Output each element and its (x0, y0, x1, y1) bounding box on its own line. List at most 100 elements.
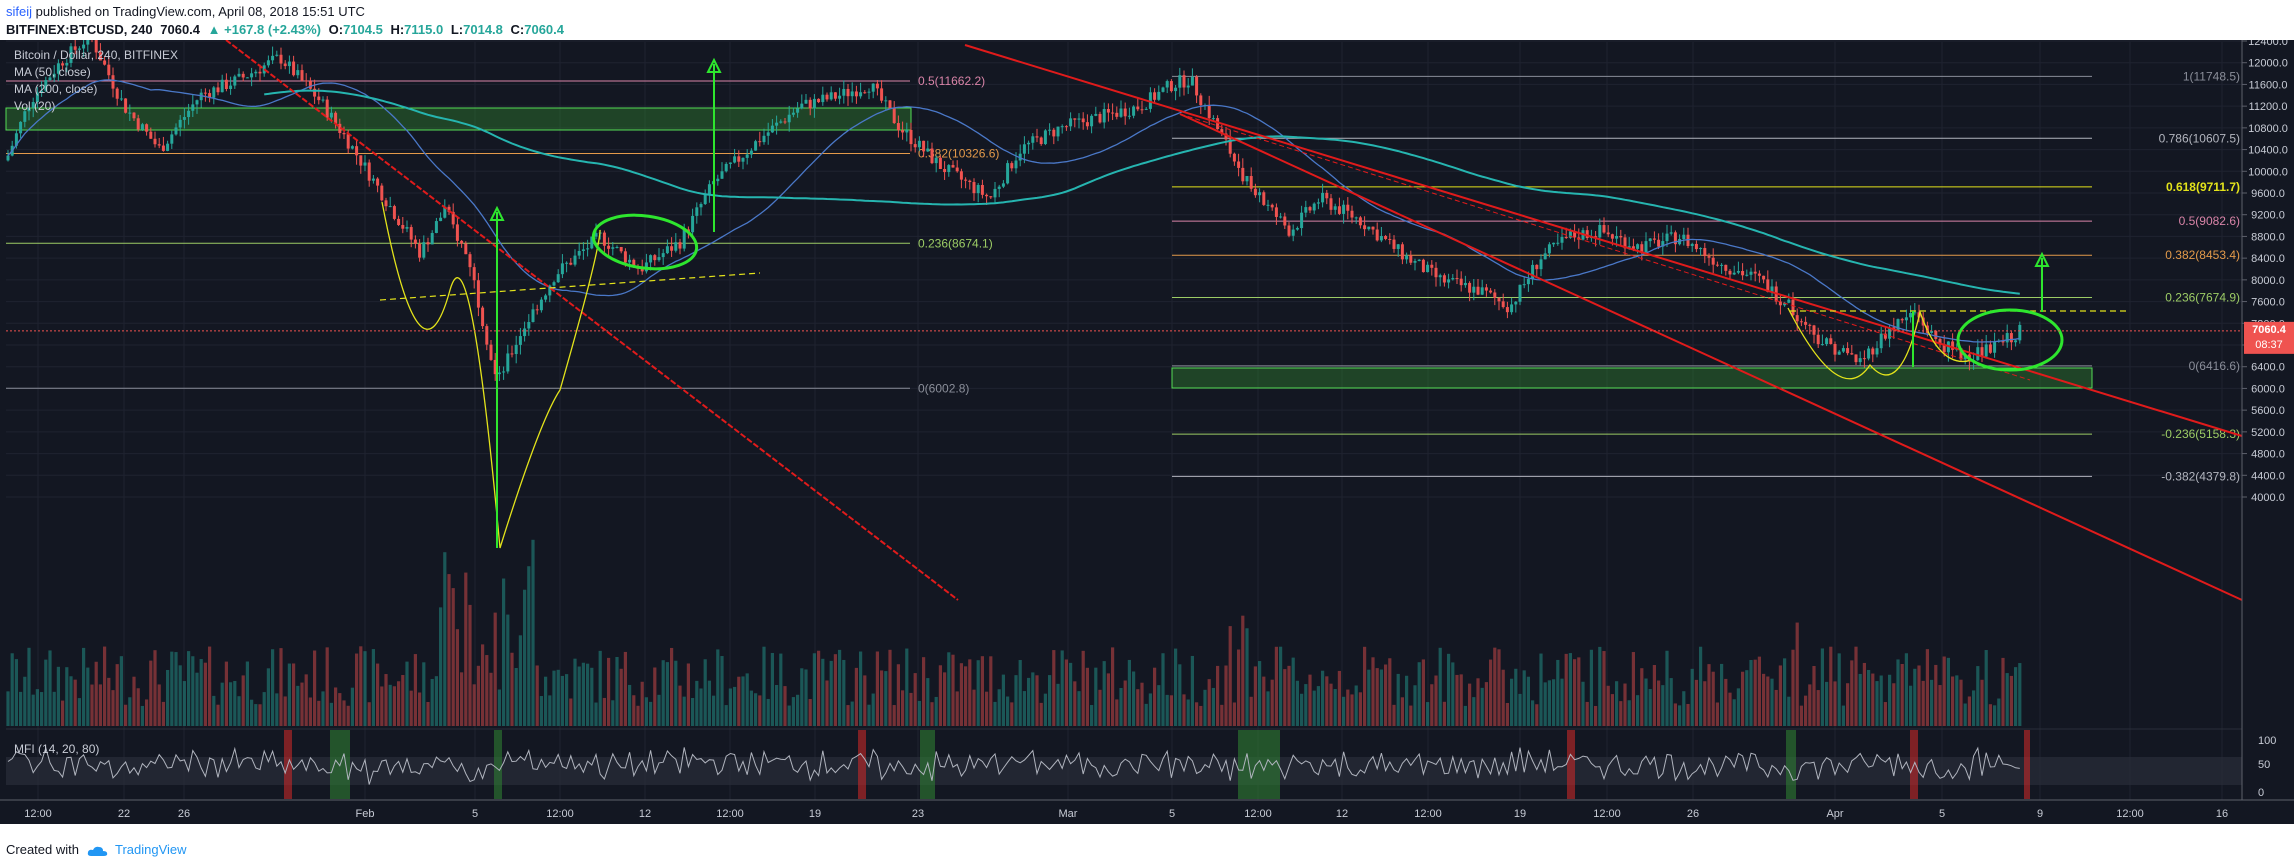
candle-body (1249, 176, 1253, 189)
candle-body (1959, 348, 1963, 360)
candle-body (1224, 133, 1228, 140)
volume-bar (905, 648, 909, 726)
candle-body (1707, 256, 1711, 258)
legend-ma200[interactable]: MA (200, close) (14, 82, 97, 96)
candle-body (661, 253, 665, 258)
volume-bar (1749, 659, 1753, 726)
price-axis[interactable] (2242, 40, 2294, 824)
tradingview-link[interactable]: TradingView (114, 842, 187, 857)
volume-bar (980, 656, 984, 726)
volume-bar (1938, 685, 1942, 726)
main-pane[interactable] (6, 42, 2242, 726)
volume-bar (1224, 665, 1228, 726)
legend-volume[interactable]: Vol (20) (14, 99, 55, 113)
volume-bar (287, 663, 291, 726)
legend-mfi[interactable]: MFI (14, 20, 80) (14, 742, 99, 756)
candle-body (871, 83, 875, 92)
candle-body (472, 267, 476, 281)
username-link[interactable]: sifeij (6, 4, 33, 19)
candle-body (296, 70, 300, 76)
volume-bar (262, 692, 266, 726)
volume-bar (1337, 670, 1341, 726)
volume-bar (413, 654, 417, 726)
volume-bar (653, 667, 657, 726)
candle-body (464, 243, 468, 255)
price-tick-label: 8800.0 (2251, 231, 2285, 243)
volume-bar (926, 678, 930, 726)
candle-body (1799, 321, 1803, 323)
volume-bar (1930, 679, 1934, 726)
candle-body (1476, 286, 1480, 295)
volume-bar (749, 690, 753, 726)
volume-bar (128, 697, 132, 726)
candle-body (1766, 279, 1770, 292)
candle-body (182, 117, 186, 120)
volume-bar (586, 663, 590, 726)
candle-body (909, 129, 913, 145)
candle-body (1812, 325, 1816, 335)
volume-bar (590, 667, 594, 726)
volume-bar (1207, 679, 1211, 726)
fib-level-label: 1(11748.5) (2183, 69, 2240, 83)
volume-bar (1568, 653, 1572, 726)
chart-area[interactable]: 0.5(11662.2) 0.382(10326.6) 0.236(8674.1) 0… (0, 23, 2294, 824)
candle-body (1144, 108, 1148, 110)
volume-bar (846, 705, 850, 726)
candle-body (1665, 233, 1669, 242)
candle-body (1253, 188, 1257, 196)
volume-bar (296, 685, 300, 726)
volume-bar (1631, 652, 1635, 726)
legend-ma50[interactable]: MA (50, close) (14, 65, 91, 79)
volume-bar (1623, 683, 1627, 726)
volume-bar (1489, 659, 1493, 726)
volume-bar (1069, 662, 1073, 726)
volume-bar (497, 689, 501, 726)
volume-bar (1043, 693, 1047, 726)
candle-body (1165, 81, 1169, 88)
candle-body (111, 75, 115, 89)
volume-bar (770, 652, 774, 726)
volume-bar (1144, 703, 1148, 726)
candle-body (31, 102, 35, 108)
volume-bar (909, 692, 913, 726)
candle-body (191, 104, 195, 111)
volume-bar (888, 649, 892, 726)
volume-bar (649, 701, 653, 726)
volume-bar (405, 661, 409, 726)
fib-level-label: 0.236(7674.9) (2165, 291, 2240, 305)
time-tick-label: Feb (356, 808, 375, 820)
candle-body (741, 157, 745, 162)
candle-body (745, 154, 749, 158)
volume-bar (1854, 646, 1858, 726)
volume-bar (418, 692, 422, 726)
mfi-line (7, 746, 2020, 785)
candle-body (1312, 203, 1316, 211)
candle-body (594, 233, 598, 237)
volume-bar (409, 690, 413, 726)
volume-bar (1157, 685, 1161, 726)
volume-bar (812, 653, 816, 726)
candle-body (338, 123, 342, 134)
candle-body (1178, 75, 1182, 88)
volume-bar (86, 667, 90, 726)
chart-svg[interactable]: 0.5(11662.2) 0.382(10326.6) 0.236(8674.1) 0… (0, 23, 2294, 824)
candle-body (1816, 334, 1820, 345)
candle-body (896, 123, 900, 131)
volume-bar (1476, 678, 1480, 726)
volume-bar (863, 675, 867, 726)
candle-body (73, 46, 77, 50)
volume-bar (6, 691, 10, 726)
candle-body (1358, 217, 1362, 226)
candle-body (1207, 105, 1211, 119)
volume-bar (976, 660, 980, 726)
volume-bar (1316, 686, 1320, 726)
candle-body (1258, 192, 1262, 196)
candle-body (817, 98, 821, 103)
candle-body (250, 73, 254, 78)
time-tick-label: 5 (1169, 808, 1175, 820)
candle-body (1237, 161, 1241, 168)
ohlc-line: BITFINEX:BTCUSD, 240 7060.4 ▲ +167.8 (+2… (6, 22, 568, 37)
volume-bar (1451, 662, 1455, 726)
ma200-line (264, 89, 2020, 295)
candle-body (27, 107, 31, 112)
